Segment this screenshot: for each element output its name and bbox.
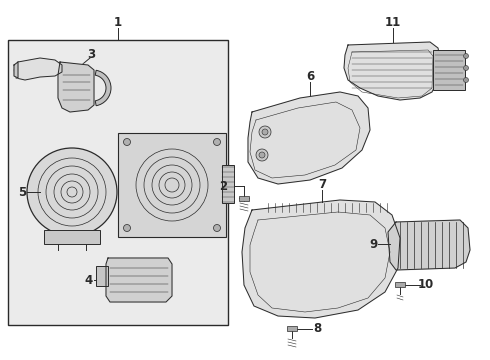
- FancyBboxPatch shape: [118, 133, 226, 237]
- Polygon shape: [242, 200, 400, 318]
- Circle shape: [262, 129, 268, 135]
- Text: 2: 2: [219, 180, 227, 193]
- Ellipse shape: [27, 148, 117, 236]
- Polygon shape: [388, 220, 470, 270]
- Bar: [8, 40, 228, 325]
- Circle shape: [214, 139, 220, 145]
- Text: 11: 11: [385, 15, 401, 28]
- Text: 8: 8: [313, 323, 321, 336]
- Text: 10: 10: [418, 279, 434, 292]
- Text: 4: 4: [85, 274, 93, 287]
- Bar: [96, 266, 108, 286]
- Polygon shape: [14, 58, 62, 80]
- Circle shape: [256, 149, 268, 161]
- Polygon shape: [106, 258, 172, 302]
- Circle shape: [123, 139, 130, 145]
- Text: 1: 1: [114, 17, 122, 30]
- Polygon shape: [344, 42, 440, 100]
- Circle shape: [464, 54, 468, 58]
- Bar: [433, 50, 465, 90]
- Text: 6: 6: [306, 71, 314, 84]
- Text: 5: 5: [18, 185, 26, 198]
- Bar: [222, 165, 234, 203]
- Polygon shape: [58, 62, 94, 112]
- Bar: [239, 196, 249, 201]
- Circle shape: [259, 126, 271, 138]
- Bar: [287, 326, 297, 331]
- Circle shape: [123, 225, 130, 231]
- Circle shape: [214, 225, 220, 231]
- Bar: [395, 282, 405, 287]
- Circle shape: [464, 77, 468, 82]
- Text: 7: 7: [318, 179, 326, 192]
- Polygon shape: [248, 92, 370, 184]
- Bar: [44, 230, 100, 244]
- Circle shape: [464, 66, 468, 71]
- Text: 3: 3: [87, 49, 95, 62]
- Polygon shape: [14, 62, 18, 78]
- Circle shape: [259, 152, 265, 158]
- Text: 9: 9: [369, 238, 377, 251]
- Wedge shape: [95, 70, 111, 106]
